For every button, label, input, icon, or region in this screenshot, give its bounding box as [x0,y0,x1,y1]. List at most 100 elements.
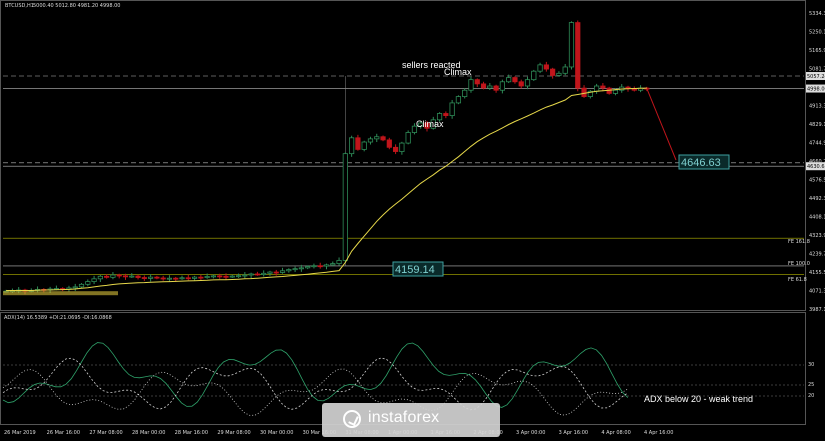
candle-body [392,146,399,152]
candle-body [160,277,166,280]
candles-layer [3,20,650,295]
price-axis-label: 4071.35 [809,289,825,295]
candle-body [487,85,493,89]
time-axis-label: 26 Mar 2019 [4,430,36,436]
candle-body [562,66,568,74]
candle-body [279,270,286,273]
candle-body [223,275,229,278]
candle-body [512,77,518,83]
candle-body [248,273,254,276]
price-axis-label: 4913.35 [809,104,825,110]
price-highlight-box [806,72,825,81]
candle-body [191,276,198,279]
candle-body [97,275,103,280]
time-axis-label: 4 Apr 08:00 [601,430,630,436]
candle-body [292,268,298,271]
candle-body [311,265,317,268]
fib-label-100: FE 100.0 [788,261,810,267]
candle-body [436,113,443,121]
target-box-frame [678,154,730,170]
candle-body [361,141,367,150]
candle-body [468,79,474,91]
candle-body [355,137,361,150]
base-zone [3,291,118,296]
candle-body [154,276,160,279]
annotation-layer [3,88,677,296]
candle-body [141,277,147,279]
candle-body [122,275,129,278]
candle-body [166,277,173,280]
candle-body [317,265,323,268]
time-axis-label: 30 Mar 16:00 [303,430,336,436]
candle-body [72,286,78,289]
candle-body [462,89,468,97]
chart-ohlc: 5000.40 5012.80 4981.20 4998.00 [33,3,120,9]
candle-body [267,271,273,274]
climax-label-top: Climax [444,67,472,77]
candle-body [474,79,480,85]
candle-body [91,278,97,282]
candle-body [543,64,549,70]
sellers-reacted-label: sellers reacted [402,60,461,70]
time-axis-label: 29 Mar 08:00 [217,430,250,436]
candle-body [493,85,499,91]
candle-body [323,264,330,267]
time-axis-label: 3 Apr 16:00 [559,430,588,436]
target-box-value: 4646.63 [681,157,721,169]
candle-body [455,96,462,104]
candle-body [254,273,261,276]
candle-body [148,276,154,279]
adx-level-30: 30 [808,362,814,368]
main-panel-frame [0,0,806,311]
price-axis-label: 4660.75 [809,159,825,165]
climax-label-left: Climax [416,119,444,129]
price-highlight-box [806,162,825,171]
time-axis-label: 4 Apr 16:00 [644,430,673,436]
candle-body [612,89,619,94]
minus-di-line [2,368,629,416]
candle-body [399,142,405,152]
candle-body [418,122,424,127]
candle-body [594,85,600,92]
adx-level-20: 20 [808,393,814,399]
moving-average-line [6,87,647,291]
price-axis-label: 4408.15 [809,215,825,221]
price-axis-label: 4239.75 [809,252,825,258]
adx-header: ADX(14) 16.5389 +DI:21.0695 -DI:16.0868 [4,315,112,321]
candle-body [235,275,242,278]
breakout-box-value: 4159.14 [395,264,435,276]
candle-body [367,138,374,143]
candle-body [129,275,135,278]
candle-body [405,132,411,144]
candle-body [261,272,267,275]
candle-body [336,260,342,264]
candle-body [380,136,386,141]
time-axis-label: 30 Mar 00:00 [260,430,293,436]
price-axis: 5334.355250.155165.955081.754997.554913.… [806,11,825,313]
candle-body [424,122,430,129]
time-axis-label: 28 Mar 00:00 [132,430,165,436]
price-axis-label: 4492.35 [809,196,825,202]
time-axis-label: 27 Mar 08:00 [89,430,122,436]
levels-layer [3,75,804,275]
price-axis-label: 3987.15 [809,307,825,313]
price-axis-label: 5165.95 [809,48,825,54]
candle-body [518,81,524,87]
breakout-box: 4159.14 [392,261,444,277]
candle-body [185,277,191,280]
adx-level-25: 25 [808,382,814,388]
time-axis-label: 28 Mar 16:00 [175,430,208,436]
candle-body [506,77,512,83]
breakout-box-frame [392,261,444,277]
price-highlight-box [806,84,825,93]
price-highlight-label: 4630.61 [807,164,825,170]
candle-body [330,263,336,266]
candle-body [298,267,304,270]
watermark-text: instaforex [368,409,440,426]
fib-label-618: FE 61.8 [788,277,807,283]
candle-body [349,137,355,155]
candle-body [443,113,449,117]
candle-body [110,274,116,278]
instaforex-logo-icon [343,410,361,428]
